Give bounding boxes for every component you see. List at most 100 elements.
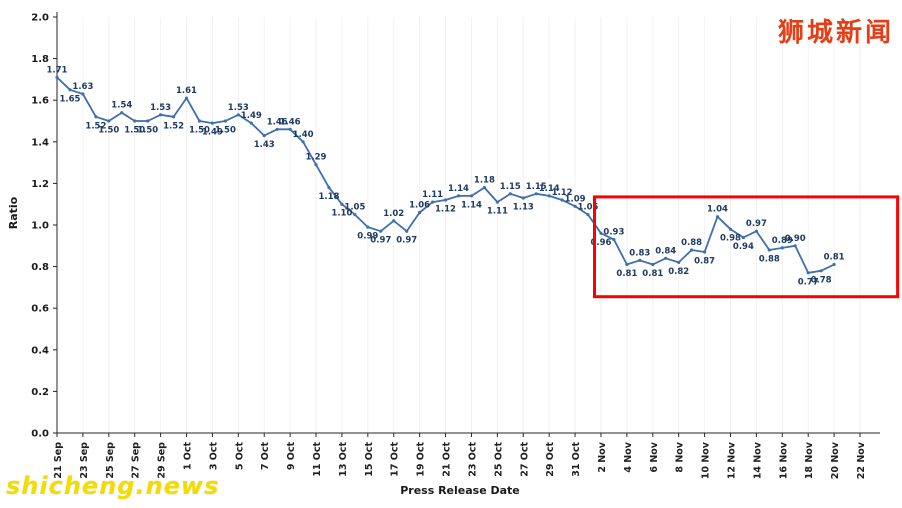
svg-text:1.11: 1.11 — [422, 190, 443, 200]
svg-text:1.2: 1.2 — [31, 179, 49, 190]
svg-text:25 Sep: 25 Sep — [105, 442, 116, 479]
x-axis-title: Press Release Date — [400, 484, 520, 497]
svg-text:1.40: 1.40 — [293, 130, 314, 140]
svg-text:1.71: 1.71 — [47, 65, 68, 75]
svg-text:25 Oct: 25 Oct — [493, 442, 504, 477]
svg-text:1.4: 1.4 — [31, 137, 49, 148]
y-axis-ticks: 0.0 0.2 0.4 0.6 0.8 1.0 1.2 1.4 1.6 1.8 2.0 — [31, 13, 57, 440]
svg-text:0.97: 0.97 — [370, 236, 391, 246]
svg-text:5 Oct: 5 Oct — [234, 442, 245, 471]
point-markers — [55, 75, 836, 275]
svg-text:17 Oct: 17 Oct — [390, 442, 401, 477]
svg-text:0.88: 0.88 — [759, 255, 780, 265]
svg-text:9 Oct: 9 Oct — [286, 442, 297, 471]
svg-text:1.50: 1.50 — [189, 126, 210, 136]
highlight-box — [593, 195, 900, 299]
svg-text:1.65: 1.65 — [60, 94, 81, 104]
svg-text:0.81: 0.81 — [824, 253, 845, 263]
svg-text:16 Nov: 16 Nov — [778, 441, 789, 479]
watermark-site-name: 狮城新闻 — [777, 18, 894, 48]
svg-text:1.14: 1.14 — [448, 184, 469, 194]
svg-text:1.53: 1.53 — [150, 103, 171, 113]
svg-text:6 Nov: 6 Nov — [649, 441, 660, 472]
svg-text:1 Oct: 1 Oct — [183, 442, 194, 471]
svg-text:1.52: 1.52 — [85, 121, 106, 131]
svg-text:23 Sep: 23 Sep — [79, 442, 90, 479]
svg-text:20 Nov: 20 Nov — [830, 441, 841, 479]
svg-text:13 Oct: 13 Oct — [338, 442, 349, 477]
svg-text:0.97: 0.97 — [746, 219, 767, 229]
svg-text:0.88: 0.88 — [681, 238, 702, 248]
svg-text:0.78: 0.78 — [811, 275, 832, 285]
svg-text:1.46: 1.46 — [267, 117, 288, 127]
svg-text:2 Nov: 2 Nov — [597, 441, 608, 472]
svg-text:1.15: 1.15 — [500, 182, 521, 192]
svg-text:1.12: 1.12 — [435, 205, 456, 215]
svg-text:1.09: 1.09 — [565, 194, 586, 204]
svg-text:11 Oct: 11 Oct — [312, 442, 323, 477]
value-labels: 1.711.651.631.521.501.541.501.501.531.52… — [47, 65, 845, 287]
svg-text:29 Sep: 29 Sep — [157, 442, 168, 479]
svg-text:31 Oct: 31 Oct — [571, 442, 582, 477]
svg-text:27 Sep: 27 Sep — [131, 442, 142, 479]
svg-text:0.77: 0.77 — [798, 277, 819, 287]
svg-text:1.49: 1.49 — [241, 111, 262, 121]
svg-text:10 Nov: 10 Nov — [701, 441, 712, 479]
svg-text:23 Oct: 23 Oct — [467, 442, 478, 477]
svg-text:1.43: 1.43 — [254, 140, 275, 150]
svg-text:0.81: 0.81 — [642, 269, 663, 279]
svg-text:0.96: 0.96 — [591, 238, 612, 248]
svg-text:1.6: 1.6 — [31, 96, 49, 107]
svg-text:0.99: 0.99 — [357, 232, 378, 242]
svg-text:29 Oct: 29 Oct — [545, 442, 556, 477]
svg-text:1.14: 1.14 — [539, 184, 560, 194]
svg-text:21 Sep: 21 Sep — [53, 442, 64, 479]
svg-text:19 Oct: 19 Oct — [416, 442, 427, 477]
svg-text:8 Nov: 8 Nov — [675, 441, 686, 472]
svg-text:1.14: 1.14 — [461, 200, 482, 210]
svg-text:0.98: 0.98 — [720, 234, 741, 244]
svg-text:0.87: 0.87 — [694, 257, 715, 267]
svg-text:15 Oct: 15 Oct — [364, 442, 375, 477]
svg-text:0.94: 0.94 — [733, 242, 754, 252]
svg-text:1.13: 1.13 — [513, 203, 534, 213]
svg-text:1.11: 1.11 — [487, 207, 508, 217]
svg-text:1.46: 1.46 — [280, 117, 301, 127]
svg-text:1.18: 1.18 — [319, 192, 340, 202]
svg-text:1.63: 1.63 — [72, 82, 93, 92]
svg-text:1.15: 1.15 — [526, 182, 547, 192]
svg-text:0.8: 0.8 — [31, 262, 49, 273]
y-axis-title: Ratio — [7, 196, 20, 230]
svg-text:0.89: 0.89 — [772, 236, 793, 246]
svg-text:21 Oct: 21 Oct — [442, 442, 453, 477]
svg-text:1.05: 1.05 — [344, 203, 365, 213]
svg-text:1.8: 1.8 — [31, 54, 49, 65]
svg-text:1.50: 1.50 — [124, 126, 145, 136]
svg-text:0.0: 0.0 — [31, 429, 49, 440]
svg-text:0.6: 0.6 — [31, 304, 49, 315]
svg-text:0.82: 0.82 — [668, 267, 689, 277]
svg-text:0.90: 0.90 — [785, 234, 806, 244]
svg-text:7 Oct: 7 Oct — [260, 442, 271, 471]
svg-text:1.06: 1.06 — [409, 201, 430, 211]
svg-text:12 Nov: 12 Nov — [726, 441, 737, 479]
svg-text:4 Nov: 4 Nov — [623, 441, 634, 472]
svg-text:1.02: 1.02 — [383, 209, 404, 219]
svg-text:0.97: 0.97 — [396, 236, 417, 246]
svg-text:1.05: 1.05 — [578, 203, 599, 213]
watermark-site-url: shicheng.news — [6, 472, 220, 500]
x-axis-ticks: 21 Sep 23 Sep 25 Sep 27 Sep 29 Sep 1 Oct 3 Oct… — [53, 433, 867, 479]
svg-text:3 Oct: 3 Oct — [208, 442, 219, 471]
svg-text:2.0: 2.0 — [31, 13, 49, 24]
svg-text:0.81: 0.81 — [616, 269, 637, 279]
svg-text:1.61: 1.61 — [176, 86, 197, 96]
svg-text:1.50: 1.50 — [98, 126, 119, 136]
svg-text:1.52: 1.52 — [163, 121, 184, 131]
svg-text:0.84: 0.84 — [655, 246, 676, 256]
svg-text:1.04: 1.04 — [707, 205, 728, 215]
svg-text:1.50: 1.50 — [137, 126, 158, 136]
svg-text:1.10: 1.10 — [331, 209, 352, 219]
svg-text:14 Nov: 14 Nov — [752, 441, 763, 479]
